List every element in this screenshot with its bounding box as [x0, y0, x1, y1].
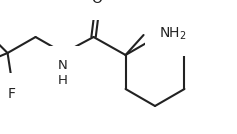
Text: NH$_2$: NH$_2$	[159, 26, 186, 42]
Text: O: O	[91, 0, 102, 6]
Text: N
H: N H	[58, 59, 68, 87]
Text: F: F	[8, 87, 16, 101]
